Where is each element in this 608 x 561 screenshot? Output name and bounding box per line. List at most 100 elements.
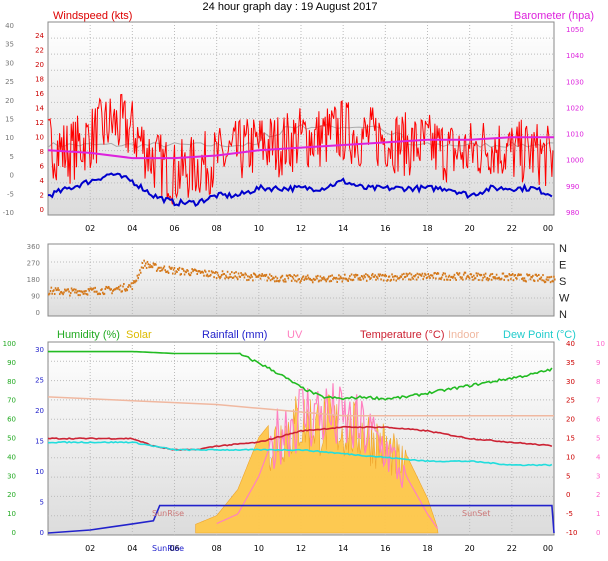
winddir-point: [161, 268, 164, 271]
winddir-point: [165, 271, 167, 274]
dir-y-tick: 360: [27, 243, 40, 251]
far-left-y-tick: 20: [5, 97, 14, 105]
humidity-y-tick: 90: [7, 359, 16, 367]
winddir-point: [455, 278, 457, 281]
x-tick-label: 08: [212, 224, 222, 233]
winddir-point: [329, 275, 332, 278]
uv-y-tick: 9: [596, 359, 600, 367]
humidity-y-tick: 40: [7, 453, 16, 461]
winddir-point: [422, 278, 425, 281]
winddir-point: [102, 293, 105, 296]
winddir-point: [461, 276, 463, 279]
baro-y-tick: 1050: [566, 26, 584, 34]
dewpoint-line: [48, 440, 553, 467]
winddir-point: [135, 279, 138, 282]
winddir-point: [353, 274, 355, 277]
winddir-point: [107, 285, 110, 288]
wind-y-tick: 0: [40, 206, 44, 214]
sunrise-label: SunRise: [152, 509, 184, 518]
temp-y-tick: 0: [566, 491, 570, 499]
winddir-point: [187, 272, 190, 275]
winddir-point: [324, 278, 327, 281]
winddir-point: [277, 279, 279, 282]
winddir-point: [134, 280, 137, 283]
winddir-point: [311, 281, 314, 284]
avg-wind-line: [48, 172, 553, 208]
winddir-point: [381, 273, 384, 276]
winddir-point: [168, 265, 171, 268]
winddir-point: [467, 274, 469, 277]
winddir-point: [306, 274, 309, 277]
winddir-point: [398, 276, 401, 279]
winddir-point: [310, 278, 312, 281]
winddir-point: [222, 273, 225, 276]
uv-y-tick: 3: [596, 472, 600, 480]
winddir-point: [167, 271, 170, 274]
winddir-point: [220, 275, 222, 278]
winddir-point: [197, 270, 199, 273]
far-left-y-tick: 10: [5, 134, 14, 142]
winddir-point: [117, 285, 120, 288]
winddir-point: [380, 278, 382, 281]
baro-y-tick: 1040: [566, 52, 584, 60]
winddir-point: [90, 287, 92, 290]
winddir-point: [445, 275, 447, 278]
winddir-point: [423, 275, 425, 278]
rain-y-tick: 25: [35, 377, 44, 385]
winddir-point: [407, 273, 409, 276]
winddir-point: [177, 268, 180, 271]
winddir-point: [349, 275, 351, 278]
winddir-point: [508, 273, 511, 276]
winddir-point: [344, 273, 346, 276]
winddir-point: [448, 274, 451, 277]
winddir-point: [234, 275, 236, 278]
x-tick-label: 02: [85, 544, 95, 553]
winddir-point: [61, 292, 64, 295]
winddir-point: [400, 275, 403, 278]
rain-y-tick: 30: [35, 346, 44, 354]
winddir-point: [169, 267, 172, 270]
winddir-point: [315, 275, 317, 278]
winddir-point: [129, 285, 132, 288]
winddir-point: [53, 292, 56, 295]
winddir-point: [172, 268, 175, 271]
winddir-point: [318, 279, 321, 282]
winddir-point: [97, 292, 100, 295]
winddir-point: [478, 273, 481, 276]
winddir-point: [494, 277, 497, 280]
winddir-point: [251, 275, 253, 278]
winddir-point: [182, 269, 185, 272]
winddir-point: [404, 275, 407, 278]
winddir-point: [193, 268, 196, 271]
winddir-point: [262, 274, 264, 277]
winddir-point: [198, 270, 201, 273]
winddir-point: [368, 275, 371, 278]
windspeed-line: [47, 93, 554, 205]
winddir-point: [531, 276, 533, 279]
winddir-point: [265, 273, 268, 276]
rain-y-tick: 20: [35, 407, 44, 415]
winddir-point: [131, 288, 134, 291]
winddir-point: [446, 278, 449, 281]
x-tick-label: 04: [127, 544, 137, 553]
winddir-point: [359, 276, 361, 279]
winddir-point: [426, 276, 429, 279]
baro-y-tick: 1010: [566, 131, 584, 139]
winddir-point: [231, 271, 233, 274]
far-left-y-tick: 35: [5, 41, 14, 49]
winddir-point: [347, 279, 349, 282]
winddir-point: [206, 273, 209, 276]
winddir-point: [69, 294, 71, 297]
winddir-point: [441, 273, 444, 276]
winddir-point: [204, 270, 207, 273]
winddir-point: [146, 260, 149, 263]
winddir-point: [132, 282, 134, 285]
compass-label: W: [559, 293, 570, 305]
winddir-point: [437, 272, 440, 275]
wind-y-tick: 12: [35, 119, 44, 127]
far-left-y-tick: 40: [5, 22, 14, 30]
winddir-point: [117, 287, 119, 290]
temp-axis-ticks: 02 04 06 08 10 12 14 16 18 20 22 000102030405060708…: [3, 340, 605, 553]
winddir-point: [279, 276, 282, 279]
uv-y-tick: 4: [596, 453, 601, 461]
